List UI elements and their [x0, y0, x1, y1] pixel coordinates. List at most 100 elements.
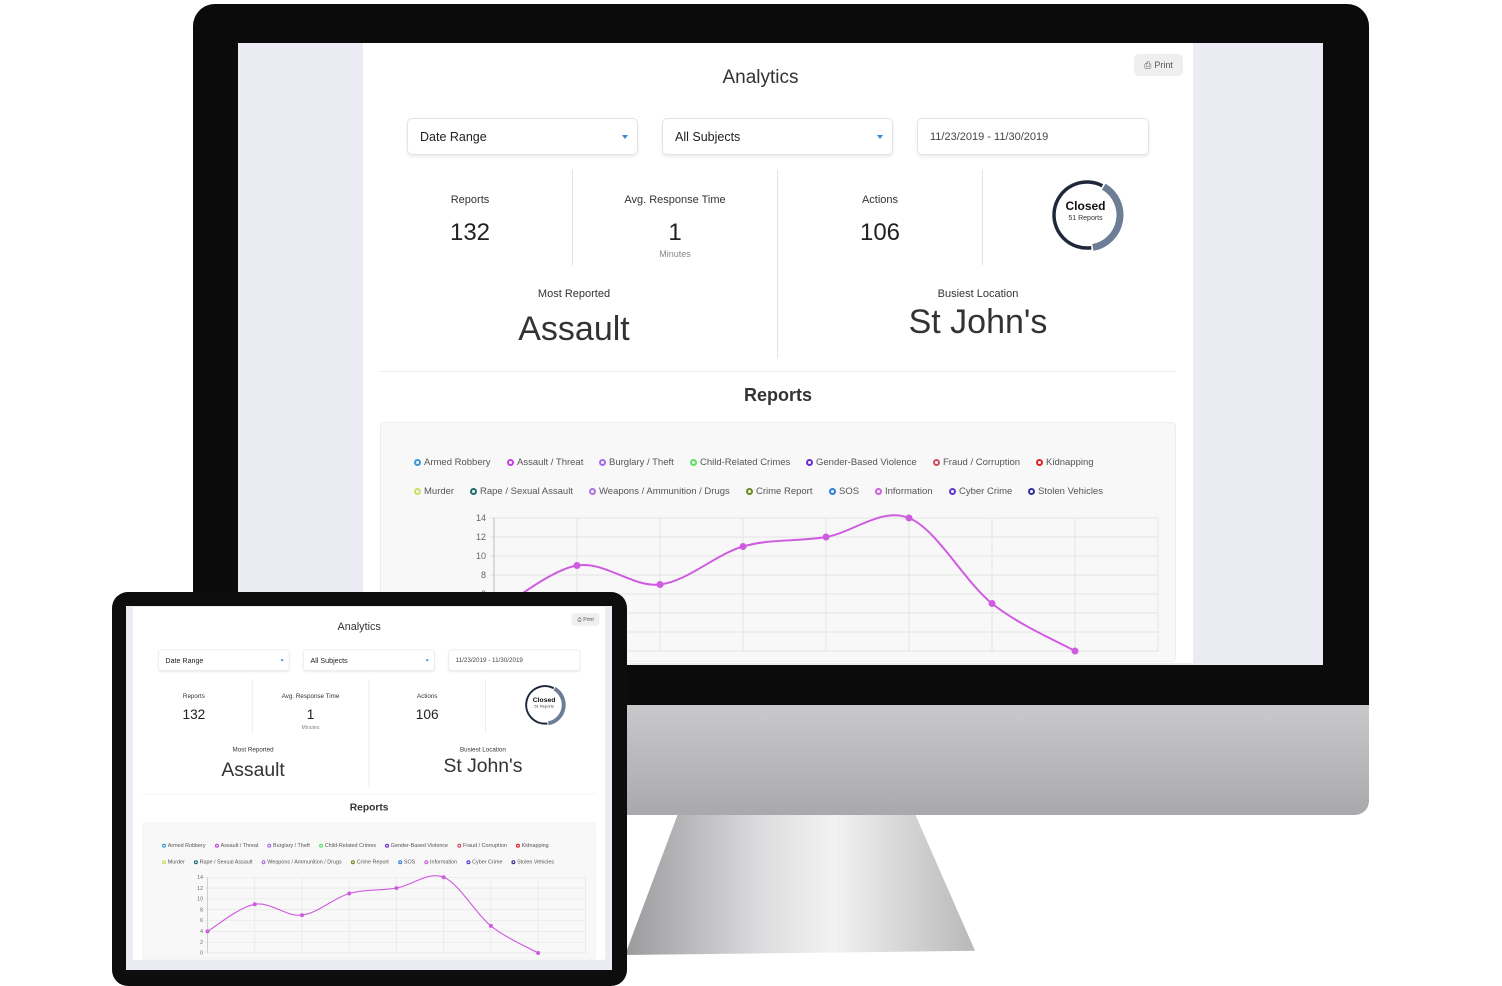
date-input[interactable]: 11/23/2019 - 11/30/2019 — [448, 649, 581, 671]
legend-item[interactable]: Crime Report — [350, 859, 389, 866]
data-point — [822, 533, 830, 541]
legend-dot-icon — [424, 860, 429, 865]
legend-dot-icon — [350, 860, 355, 865]
busiest-location-value: St John's — [443, 754, 523, 777]
date-range-select[interactable]: Date Range — [158, 649, 290, 671]
response-value: 1 — [668, 219, 682, 246]
legend-item[interactable]: Kidnapping — [1036, 457, 1094, 468]
legend-item[interactable]: Armed Robbery — [414, 457, 491, 468]
print-button[interactable]: ⎙ Print — [571, 613, 600, 626]
legend-item[interactable]: Cyber Crime — [466, 859, 502, 865]
legend-item[interactable]: Stolen Vehicles — [511, 859, 554, 865]
legend-item[interactable]: Crime Report — [746, 486, 813, 497]
y-tick-label: 8 — [200, 907, 203, 913]
reports-label: Reports — [450, 194, 490, 206]
data-point — [739, 543, 747, 550]
legend-item[interactable]: Burglary / Theft — [267, 843, 310, 849]
reports-line-chart: 14 12 10 8 6 4 2 0 — [197, 875, 586, 957]
legend-item[interactable]: Weapons / Ammunition / Drugs — [589, 486, 730, 497]
legend-item[interactable]: Child-Related Crimes — [319, 843, 376, 849]
legend-dot-icon — [398, 860, 403, 865]
y-tick-label: 10 — [197, 897, 203, 903]
legend-label: Kidnapping — [521, 842, 549, 849]
reports-section-title: Reports — [743, 385, 812, 405]
legend-item[interactable]: Murder — [414, 486, 454, 497]
divider — [368, 679, 370, 787]
date-range-value: Date Range — [165, 656, 204, 665]
legend-item[interactable]: Stolen Vehicles — [1028, 486, 1103, 497]
legend-dot-icon — [875, 488, 882, 495]
legend-item[interactable]: Rape / Sexual Assault — [470, 486, 573, 497]
legend-item[interactable]: Fraud / Corruption — [457, 843, 507, 849]
date-input-value: 11/23/2019 - 11/30/2019 — [455, 656, 523, 664]
legend-dot-icon — [829, 488, 836, 495]
legend-item[interactable]: SOS — [829, 486, 859, 497]
legend-item[interactable]: Information — [424, 859, 457, 865]
reports-label: Reports — [182, 692, 205, 700]
legend-item[interactable]: Child-Related Crimes — [690, 457, 790, 468]
legend-item[interactable]: Assault / Threat — [507, 457, 583, 468]
date-input[interactable]: 11/23/2019 - 11/30/2019 — [917, 118, 1149, 155]
donut-ring-open — [1052, 180, 1104, 250]
chevron-down-icon — [280, 659, 284, 662]
donut-title: Closed — [532, 695, 556, 704]
data-point — [205, 929, 210, 934]
actions-label: Actions — [861, 194, 899, 206]
y-tick-label: 6 — [200, 918, 203, 924]
legend-dot-icon — [1028, 488, 1035, 495]
legend-item[interactable]: Assault / Threat — [214, 843, 258, 849]
donut-subtitle: 51 Reports — [534, 704, 554, 709]
divider — [777, 170, 778, 358]
subject-select[interactable]: All Subjects — [662, 118, 893, 155]
legend-item[interactable]: Gender-Based Violence — [806, 457, 917, 468]
legend-label: SOS — [839, 486, 860, 497]
series-line — [207, 875, 539, 954]
print-button[interactable]: ⎙ Print — [1134, 54, 1183, 76]
data-point — [394, 886, 399, 891]
date-range-value: Date Range — [420, 129, 487, 144]
legend-item[interactable]: Weapons / Ammunition / Drugs — [261, 859, 342, 865]
most-reported-value: Assault — [221, 758, 285, 781]
monitor-stand — [625, 815, 975, 955]
legend-label: Crime Report — [356, 859, 389, 866]
response-label: Avg. Response Time — [281, 692, 340, 700]
analytics-dashboard: ⎙ Print Analytics Date Range All Subjects… — [133, 607, 606, 960]
date-input-value: 11/23/2019 - 11/30/2019 — [930, 130, 1049, 143]
legend-item[interactable]: Burglary / Theft — [599, 457, 674, 468]
legend-item[interactable]: Gender-Based Violence — [385, 843, 448, 849]
response-unit: Minutes — [659, 249, 691, 259]
legend-label: Fraud / Corruption — [943, 457, 1021, 468]
tablet-screen: ⎙ Print Analytics Date Range All Subjects… — [126, 606, 612, 970]
page-title: Analytics — [722, 67, 799, 88]
analytics-dashboard: ⎙ Print Analytics Date Range All Subjects… — [363, 43, 1193, 663]
legend-dot-icon — [589, 488, 596, 495]
legend-item[interactable]: Fraud / Corruption — [933, 457, 1020, 468]
y-tick-label: 14 — [476, 513, 486, 523]
legend-dot-icon — [690, 459, 697, 466]
legend-label: SOS — [403, 859, 416, 866]
legend-item[interactable]: SOS — [398, 859, 415, 865]
legend-label: Murder — [167, 859, 185, 866]
legend-dot-icon — [457, 843, 462, 848]
legend-label: Assault / Threat — [517, 457, 584, 468]
legend-dot-icon — [746, 488, 753, 495]
legend-dot-icon — [470, 488, 477, 495]
legend-label: Cyber Crime — [472, 859, 503, 866]
printer-icon: ⎙ — [1144, 59, 1152, 70]
legend-item[interactable]: Information — [875, 486, 933, 497]
actions-value: 106 — [415, 707, 439, 723]
legend-label: Kidnapping — [1046, 457, 1094, 468]
subject-select[interactable]: All Subjects — [303, 649, 435, 671]
series-line — [493, 514, 1076, 652]
data-point — [1071, 647, 1079, 655]
section-divider — [142, 793, 596, 795]
data-point — [988, 600, 996, 607]
legend-label: Gender-Based Violence — [816, 457, 917, 468]
legend-item[interactable]: Murder — [162, 859, 185, 865]
legend-item[interactable]: Armed Robbery — [162, 843, 206, 849]
legend-label: Information — [885, 486, 933, 497]
legend-item[interactable]: Kidnapping — [515, 842, 549, 849]
date-range-select[interactable]: Date Range — [407, 118, 638, 155]
legend-item[interactable]: Cyber Crime — [949, 486, 1012, 497]
legend-item[interactable]: Rape / Sexual Assault — [193, 859, 252, 865]
